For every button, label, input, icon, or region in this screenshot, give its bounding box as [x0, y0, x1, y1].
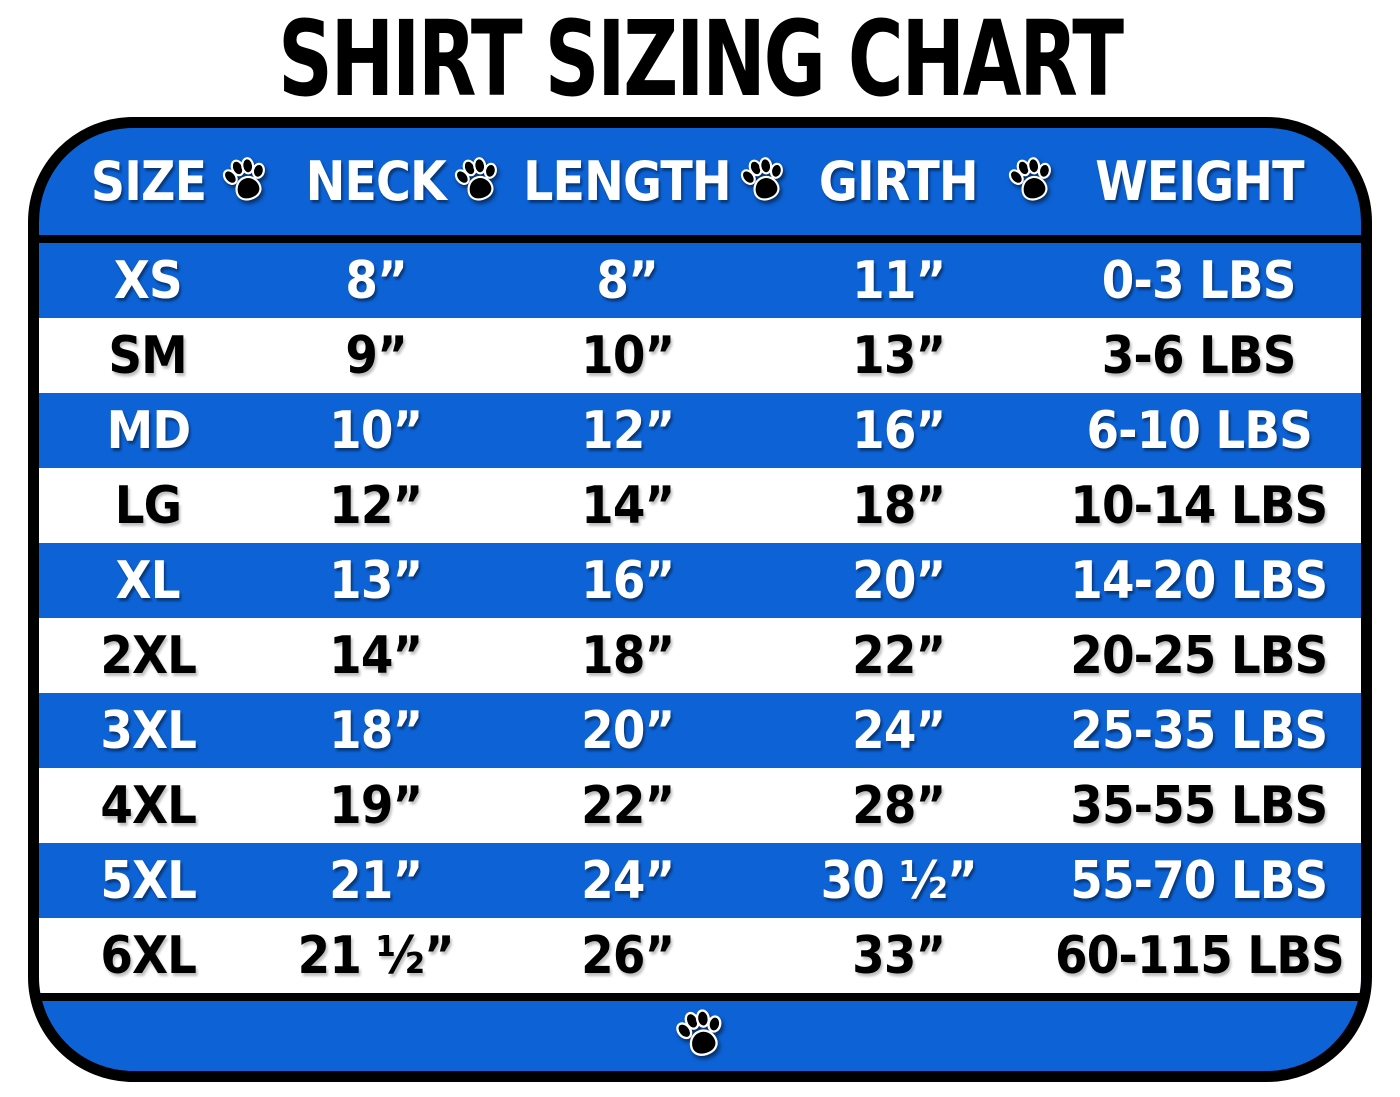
length-cell: 14”	[580, 475, 675, 536]
header-cell-weight: WEIGHT	[1037, 150, 1361, 213]
size-cell: MD	[106, 400, 191, 461]
girth-cell: 20”	[851, 550, 946, 611]
size-cell: 3XL	[100, 700, 197, 761]
girth-cell: 28”	[851, 775, 946, 836]
weight-cell: 35-55 LBS	[1070, 775, 1328, 836]
neck-cell: 21”	[329, 850, 424, 911]
girth-cell: 11”	[851, 250, 946, 311]
neck-cell: 21 ½”	[298, 925, 455, 986]
weight-cell: 3-6 LBS	[1102, 325, 1297, 386]
paw-icon	[1004, 155, 1058, 209]
neck-cell: 19”	[329, 775, 424, 836]
table-row: 4XL 19” 22” 28” 35-55 LBS	[39, 768, 1361, 843]
sizing-chart-panel: SIZE NECK LENGTH GIRTH WEIGHT XS 8” 8” 1…	[28, 117, 1372, 1082]
weight-cell: 20-25 LBS	[1070, 625, 1328, 686]
size-cell: SM	[108, 325, 188, 386]
header-cell-length: LENGTH	[495, 150, 759, 213]
size-cell: 4XL	[100, 775, 197, 836]
girth-cell: 18”	[851, 475, 946, 536]
paw-icon	[736, 155, 790, 209]
girth-cell: 13”	[851, 325, 946, 386]
table-row: MD 10” 12” 16” 6-10 LBS	[39, 393, 1361, 468]
footer-divider	[39, 993, 1361, 1001]
length-cell: 18”	[580, 625, 675, 686]
header-divider	[39, 235, 1361, 243]
weight-cell: 55-70 LBS	[1070, 850, 1328, 911]
footer-band	[39, 1001, 1361, 1071]
length-cell: 24”	[580, 850, 675, 911]
header-cell-size: SIZE	[39, 150, 257, 213]
header-label: SIZE	[90, 150, 206, 213]
header-label: WEIGHT	[1094, 150, 1304, 213]
table-row: 5XL 21” 24” 30 ½” 55-70 LBS	[39, 843, 1361, 918]
size-cell: 2XL	[100, 625, 197, 686]
header-cell-girth: GIRTH	[759, 150, 1037, 213]
neck-cell: 12”	[329, 475, 424, 536]
size-cell: 6XL	[100, 925, 197, 986]
page-title: SHIRT SIZING CHART	[278, 0, 1124, 120]
header-label: LENGTH	[523, 150, 732, 213]
table-row: LG 12” 14” 18” 10-14 LBS	[39, 468, 1361, 543]
header-label: GIRTH	[818, 150, 979, 213]
header-label: NECK	[305, 150, 447, 213]
header-cell-neck: NECK	[257, 150, 495, 213]
neck-cell: 13”	[329, 550, 424, 611]
length-cell: 8”	[596, 250, 659, 311]
size-cell: XS	[114, 250, 183, 311]
paw-icon	[450, 155, 504, 209]
size-cell: 5XL	[100, 850, 197, 911]
neck-cell: 18”	[329, 700, 424, 761]
neck-cell: 8”	[345, 250, 407, 311]
neck-cell: 10”	[329, 400, 424, 461]
girth-cell: 24”	[851, 700, 946, 761]
table-row: SM 9” 10” 13” 3-6 LBS	[39, 318, 1361, 393]
weight-cell: 14-20 LBS	[1070, 550, 1328, 611]
girth-cell: 30 ½”	[820, 850, 977, 911]
table-header-row: SIZE NECK LENGTH GIRTH WEIGHT	[39, 128, 1361, 235]
table-row: 3XL 18” 20” 24” 25-35 LBS	[39, 693, 1361, 768]
length-cell: 12”	[580, 400, 675, 461]
weight-cell: 10-14 LBS	[1070, 475, 1328, 536]
neck-cell: 9”	[345, 325, 407, 386]
table-row: XS 8” 8” 11” 0-3 LBS	[39, 243, 1361, 318]
paw-icon	[671, 1007, 729, 1065]
weight-cell: 60-115 LBS	[1054, 925, 1345, 986]
weight-cell: 0-3 LBS	[1102, 250, 1297, 311]
girth-cell: 16”	[851, 400, 946, 461]
paw-icon	[218, 155, 272, 209]
length-cell: 22”	[580, 775, 675, 836]
length-cell: 10”	[580, 325, 675, 386]
weight-cell: 25-35 LBS	[1070, 700, 1328, 761]
neck-cell: 14”	[329, 625, 424, 686]
table-row: 2XL 14” 18” 22” 20-25 LBS	[39, 618, 1361, 693]
size-cell: XL	[115, 550, 181, 611]
length-cell: 16”	[580, 550, 675, 611]
weight-cell: 6-10 LBS	[1086, 400, 1312, 461]
girth-cell: 22”	[851, 625, 946, 686]
table-row: 6XL 21 ½” 26” 33” 60-115 LBS	[39, 918, 1361, 993]
length-cell: 26”	[580, 925, 675, 986]
girth-cell: 33”	[851, 925, 946, 986]
length-cell: 20”	[580, 700, 675, 761]
size-cell: LG	[114, 475, 182, 536]
table-row: XL 13” 16” 20” 14-20 LBS	[39, 543, 1361, 618]
